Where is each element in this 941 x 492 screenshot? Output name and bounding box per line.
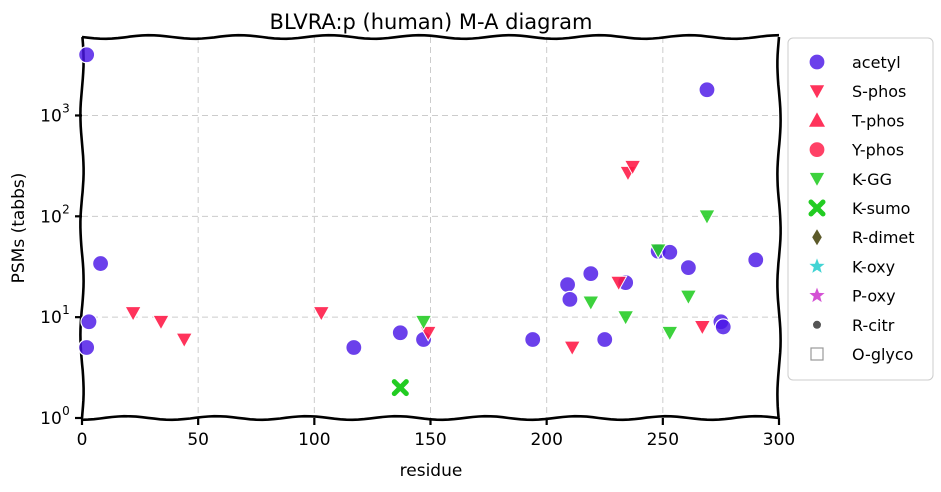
y-tick-label-exponent: 2 xyxy=(62,202,70,216)
data-point-acetyl xyxy=(78,338,96,357)
data-point-k-gg xyxy=(649,243,668,260)
data-point-acetyl xyxy=(91,254,110,273)
data-point-acetyl xyxy=(714,318,732,336)
y-tick-label-exponent: 1 xyxy=(62,303,70,317)
x-tick-label: 100 xyxy=(298,430,330,450)
data-point-acetyl xyxy=(747,251,765,269)
data-point-s-phos xyxy=(563,340,582,357)
x-tick-label: 0 xyxy=(77,430,88,450)
legend-marker-o-glyco xyxy=(810,347,824,361)
y-tick-label-exponent: 3 xyxy=(62,101,70,115)
y-tick-label: 10 xyxy=(40,409,62,429)
legend-marker-r-citr xyxy=(813,320,821,329)
legend: acetyl S-phos T-phos Y-phos K-GG K-sumo R-dime… xyxy=(787,37,934,381)
x-tick-label: 200 xyxy=(530,430,562,450)
plot-frame xyxy=(79,33,782,422)
legend-marker-p-oxy xyxy=(809,287,825,303)
legend-label: Y-phos xyxy=(851,141,904,160)
data-point-acetyl xyxy=(679,259,697,277)
legend-marker-s-phos xyxy=(808,84,826,101)
y-tick-label: 10 xyxy=(40,308,62,328)
y-axis-label: PSMs (tabbs) xyxy=(9,173,29,284)
data-point-k-gg xyxy=(679,289,698,306)
legend-marker-r-dimet xyxy=(812,229,822,246)
data-point-s-phos xyxy=(609,275,628,292)
y-tick-label: 10 xyxy=(40,207,62,227)
x-tick-label: 250 xyxy=(647,430,679,450)
data-point-acetyl xyxy=(558,276,577,294)
chart-title: BLVRA:p (human) M-A diagram xyxy=(270,10,593,34)
data-point-acetyl xyxy=(596,330,614,349)
x-tick-label: 300 xyxy=(763,430,795,450)
x-tick-label: 50 xyxy=(187,430,209,450)
legend-label: K-oxy xyxy=(852,257,895,276)
data-point-acetyl xyxy=(698,81,716,99)
x-tick-label: 150 xyxy=(414,430,446,450)
legend-label: K-GG xyxy=(852,170,892,189)
legend-label: K-sumo xyxy=(852,199,910,218)
legend-marker-y-phos xyxy=(808,141,826,159)
legend-marker-k-gg xyxy=(808,171,826,188)
data-point-acetyl xyxy=(524,330,542,349)
legend-label: S-phos xyxy=(852,82,906,101)
data-point-s-phos xyxy=(175,332,194,349)
x-axis-label: residue xyxy=(400,461,463,481)
legend-label: acetyl xyxy=(852,53,901,72)
data-point-acetyl xyxy=(80,313,98,331)
data-point-s-phos xyxy=(124,306,142,323)
data-point-k-gg xyxy=(698,209,716,226)
legend-label: P-oxy xyxy=(852,287,896,306)
legend-label: R-dimet xyxy=(852,228,915,247)
data-point-k-sumo xyxy=(391,379,409,397)
data-point-s-phos xyxy=(693,320,712,336)
legend-marker-k-sumo xyxy=(808,199,826,217)
data-points xyxy=(78,46,765,397)
data-point-s-phos xyxy=(623,159,642,176)
legend-box xyxy=(787,37,934,381)
legend-label: T-phos xyxy=(851,111,905,130)
legend-label: R-citr xyxy=(852,316,895,335)
y-tick-label-exponent: 0 xyxy=(62,404,70,418)
data-point-acetyl xyxy=(582,265,600,283)
legend-marker-acetyl xyxy=(808,53,826,71)
data-point-acetyl xyxy=(561,290,579,308)
data-point-k-gg xyxy=(660,325,679,342)
data-point-acetyl xyxy=(345,338,363,357)
legend-marker-k-oxy xyxy=(809,258,825,273)
data-point-k-gg xyxy=(616,310,635,327)
legend-label: O-glyco xyxy=(852,345,913,364)
data-point-s-phos xyxy=(312,306,331,323)
data-point-s-phos xyxy=(419,325,438,342)
legend-marker-t-phos xyxy=(809,112,825,127)
y-tick-label: 10 xyxy=(40,106,62,126)
data-point-k-gg xyxy=(414,314,433,331)
data-point-acetyl xyxy=(391,324,409,342)
data-point-s-phos xyxy=(152,314,170,331)
grid-lines xyxy=(82,37,779,418)
data-point-k-gg xyxy=(581,295,600,312)
data-point-acetyl xyxy=(78,46,96,64)
